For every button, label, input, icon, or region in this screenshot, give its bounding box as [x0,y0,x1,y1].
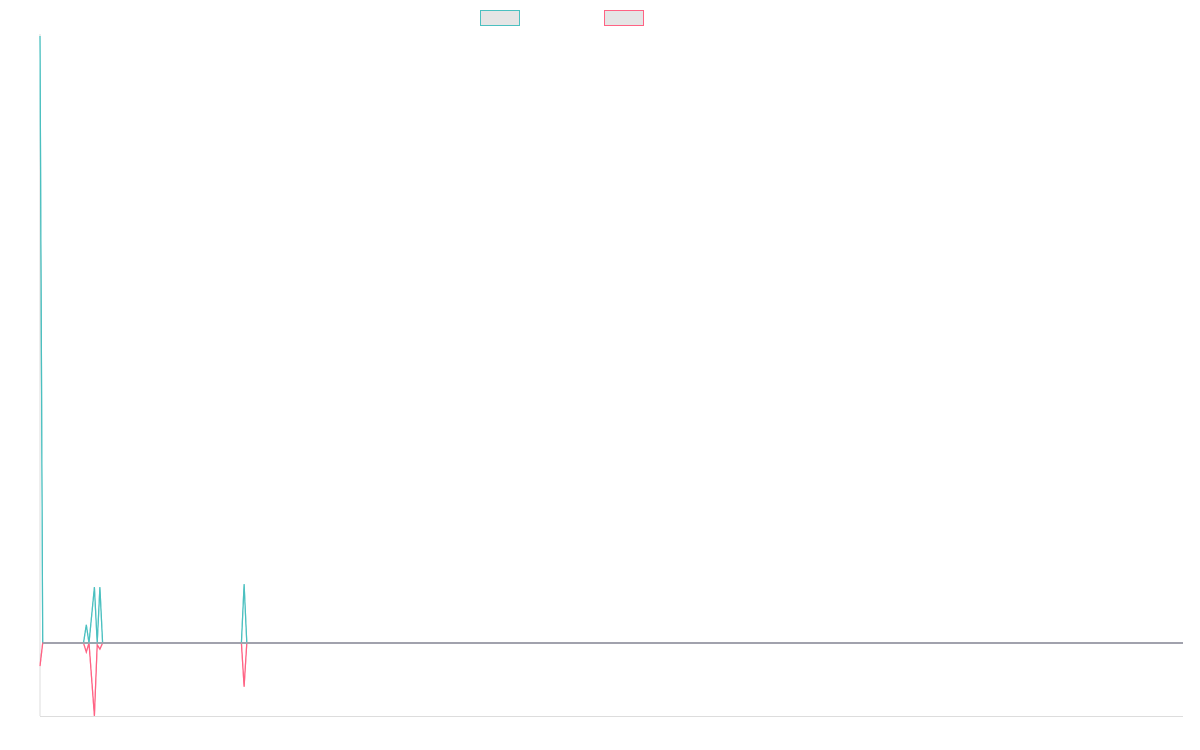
legend-swatch-series-2[interactable] [604,10,644,26]
series-line-2 [39,642,1183,716]
series-line-1 [39,35,1183,644]
series-line-overlay-1 [39,35,1183,644]
legend-swatch-series-1[interactable] [480,10,520,26]
series-line-overlay-2 [39,642,1183,716]
